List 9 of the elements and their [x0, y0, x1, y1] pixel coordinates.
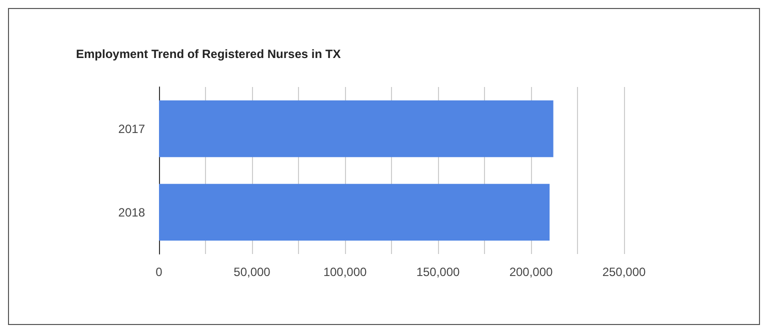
x-tick-label: 150,000: [416, 265, 460, 279]
y-tick-label: 2017: [118, 122, 146, 136]
x-tick-label: 200,000: [509, 265, 554, 279]
chart-title: Employment Trend of Registered Nurses in TX: [76, 47, 341, 61]
x-tick-label: 100,000: [323, 265, 368, 279]
x-tick-label: 250,000: [602, 265, 646, 279]
x-tick-label: 50,000: [234, 265, 271, 279]
x-tick-label: 0: [156, 265, 163, 279]
y-tick-label: 2018: [118, 205, 146, 220]
